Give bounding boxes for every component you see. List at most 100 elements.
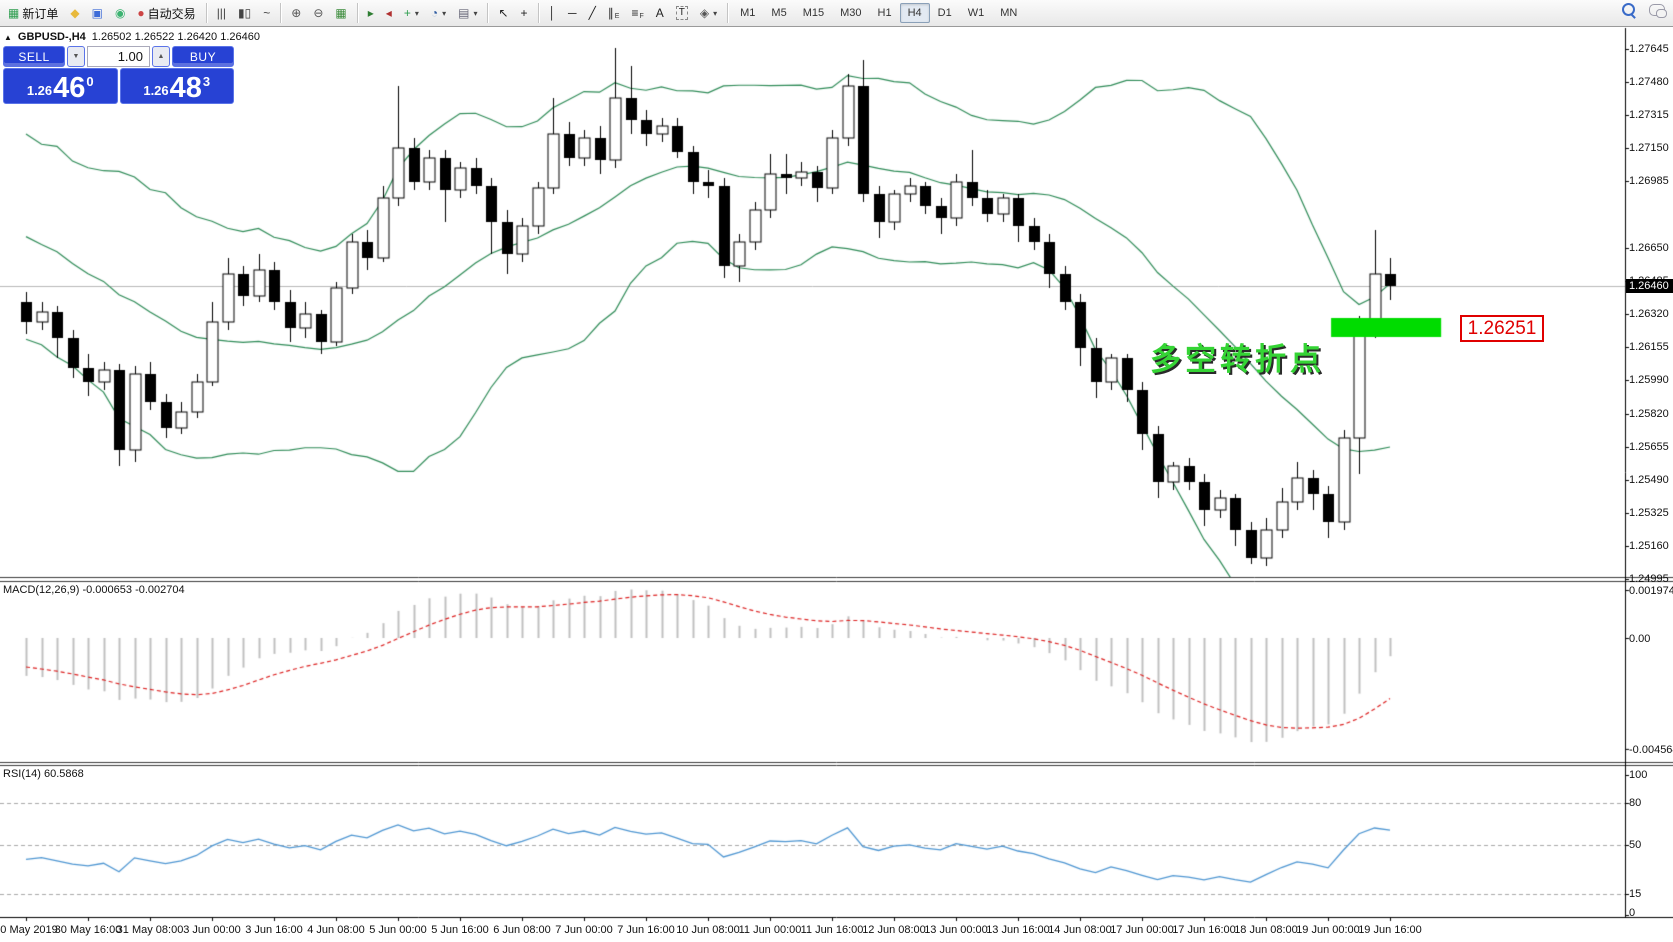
auto-scroll-icon[interactable]: ▸ <box>367 6 374 20</box>
time-axis-label: 6 Jun 08:00 <box>493 924 551 936</box>
templates-icon[interactable]: ▤ ▾ <box>458 6 478 20</box>
new-order-button[interactable]: ▦ 新订单 <box>8 6 59 21</box>
axis-label: 80 <box>1629 797 1642 809</box>
cursor-icon[interactable]: ↖ <box>498 6 509 20</box>
terminal-icon[interactable]: ▣ <box>91 6 103 20</box>
timeframe-M30[interactable]: M30 <box>840 7 862 19</box>
time-axis-label: 7 Jun 00:00 <box>555 924 613 936</box>
buy-button[interactable]: BUY <box>172 46 234 67</box>
time-axis-label: 31 May 08:00 <box>116 924 184 936</box>
signal-icon[interactable]: ◉ <box>114 6 126 20</box>
timeframe-D1[interactable]: D1 <box>937 7 952 19</box>
toolbar-separator <box>537 3 539 23</box>
time-axis-label: 13 Jun 16:00 <box>986 924 1050 936</box>
vertical-line-icon[interactable]: │ <box>548 6 557 20</box>
text-icon[interactable]: A <box>655 6 664 20</box>
trendline-icon[interactable]: ╱ <box>588 6 596 20</box>
time-axis-label: 30 May 2019 <box>0 924 58 936</box>
chart-annotation-text[interactable]: 多空转折点 <box>1150 342 1325 377</box>
horizontal-line-icon[interactable]: ─ <box>568 6 577 20</box>
timeframe-M5[interactable]: M5 <box>771 7 787 19</box>
volume-up-button[interactable]: ▲ <box>152 46 170 67</box>
line-chart-icon[interactable]: ~ <box>263 6 271 20</box>
indicators-icon[interactable]: + ▾ <box>403 6 419 20</box>
symbol-bar: ▲ GBPUSD-,H4 1.26502 1.26522 1.26420 1.2… <box>4 31 260 43</box>
time-axis-label: 10 Jun 08:00 <box>676 924 740 936</box>
search-icon[interactable] <box>1622 3 1635 16</box>
candlestick-icon[interactable]: ▮▯ <box>238 6 252 20</box>
chart-shift-icon[interactable]: ◂ <box>385 6 392 20</box>
chat-icon[interactable] <box>1649 3 1667 18</box>
axis-label: 1.25990 <box>1629 374 1669 386</box>
autotrade-button[interactable]: ● 自动交易 <box>137 6 196 21</box>
sell-price-prefix: 1.26 <box>26 83 53 98</box>
price-tag-label[interactable]: 1.26251 <box>1460 315 1544 342</box>
metaeditor-icon[interactable]: ◆ <box>70 6 80 20</box>
buy-price-prefix: 1.26 <box>143 83 169 98</box>
arrows-icon[interactable]: ◈ ▾ <box>699 6 718 20</box>
toolbar-separator <box>356 3 358 23</box>
axis-label: 1.27150 <box>1629 142 1669 154</box>
pane-splitter[interactable] <box>0 575 1673 582</box>
axis-label: 1.26320 <box>1629 308 1669 320</box>
one-click-trade-panel: SELL ▼ 1.00 ▲ BUY 1.26 46 0 1.26 48 3 <box>3 46 234 104</box>
time-axis-label: 17 Jun 00:00 <box>1110 924 1174 936</box>
volume-input[interactable]: 1.00 <box>87 46 150 67</box>
sell-button[interactable]: SELL <box>3 46 65 67</box>
axis-label: 1.27480 <box>1629 76 1669 88</box>
time-axis-label: 17 Jun 16:00 <box>1172 924 1236 936</box>
tile-windows-icon[interactable]: ▦ <box>335 6 347 20</box>
axis-label: 1.27315 <box>1629 109 1669 121</box>
zoom-in-icon[interactable]: ⊕ <box>291 6 302 20</box>
axis-label: 1.25490 <box>1629 474 1669 486</box>
axis-label: 1.26985 <box>1629 175 1669 187</box>
time-axis-label: 3 Jun 16:00 <box>245 924 303 936</box>
time-axis-label: 3 Jun 00:00 <box>183 924 241 936</box>
axis-label: 1.27645 <box>1629 43 1669 55</box>
axis-label: 50 <box>1629 839 1642 851</box>
time-axis-label: 5 Jun 00:00 <box>369 924 427 936</box>
volume-down-button[interactable]: ▼ <box>67 46 85 67</box>
time-axis-label: 11 Jun 00:00 <box>738 924 802 936</box>
ohlc-quotes: 1.26502 1.26522 1.26420 1.26460 <box>91 31 260 43</box>
current-price-chip: 1.26460 <box>1626 279 1673 293</box>
time-axis-label: 7 Jun 16:00 <box>617 924 675 936</box>
crosshair-icon[interactable]: + <box>520 6 528 20</box>
fibonacci-icon[interactable]: ≡ F <box>631 6 644 20</box>
axis-label: 1.24995 <box>1629 573 1669 585</box>
time-axis-label: 4 Jun 08:00 <box>307 924 365 936</box>
periods-icon[interactable]: ◔ ▾ <box>430 6 447 20</box>
timeframe-W1[interactable]: W1 <box>967 7 985 19</box>
zoom-out-icon[interactable]: ⊖ <box>313 6 324 20</box>
macd-pane-title: MACD(12,26,9) -0.000653 -0.002704 <box>3 584 185 596</box>
timeframe-H4[interactable]: H4 <box>899 3 930 23</box>
timeframe-MN[interactable]: MN <box>1000 7 1018 19</box>
timeframe-M1[interactable]: M1 <box>740 7 756 19</box>
bar-chart-icon[interactable]: ||| <box>216 6 227 20</box>
timeframe-H1[interactable]: H1 <box>877 7 892 19</box>
axis-label: 1.26650 <box>1629 242 1669 254</box>
channel-icon[interactable]: ∥ E <box>607 6 620 20</box>
buy-price-sup: 3 <box>202 74 211 89</box>
axis-label: 0 <box>1629 907 1636 919</box>
time-axis-label: 18 Jun 08:00 <box>1234 924 1298 936</box>
timeframe-M15[interactable]: M15 <box>802 7 825 19</box>
pane-splitter[interactable] <box>0 759 1673 766</box>
axis-label: -0.004564 <box>1629 743 1673 756</box>
time-axis-label: 30 May 16:00 <box>54 924 122 936</box>
buy-price[interactable]: 1.26 48 3 <box>119 68 234 104</box>
axis-label: 1.25820 <box>1629 408 1669 420</box>
time-axis-label: 5 Jun 16:00 <box>431 924 489 936</box>
axis-label: 1.25655 <box>1629 441 1669 453</box>
sell-price-big: 46 <box>53 72 86 104</box>
toolbar-separator <box>487 3 489 23</box>
time-axis-label: 14 Jun 08:00 <box>1048 924 1112 936</box>
symbol-title: GBPUSD-,H4 <box>17 31 86 43</box>
axis-label: 1.26155 <box>1629 341 1669 353</box>
sell-price-sup: 0 <box>86 74 94 89</box>
text-label-icon[interactable]: T <box>671 1 693 25</box>
sell-price[interactable]: 1.26 46 0 <box>3 68 118 104</box>
panel-collapse-icon[interactable]: ▲ <box>4 32 12 42</box>
